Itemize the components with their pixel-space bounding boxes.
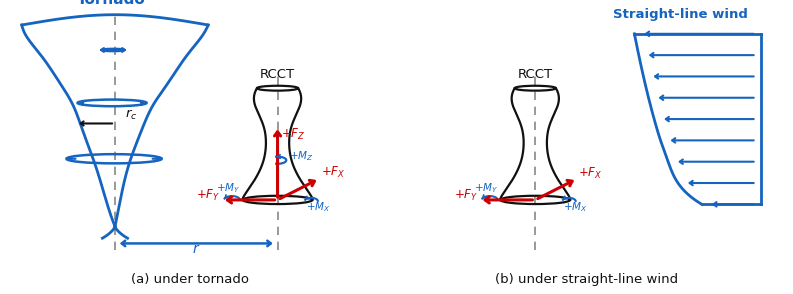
Text: $r_c$: $r_c$ [125, 108, 137, 122]
Text: $+M_X$: $+M_X$ [306, 200, 331, 214]
Text: $+M_Y$: $+M_Y$ [216, 182, 240, 196]
Text: RCCT: RCCT [260, 68, 295, 81]
Text: $+M_Z$: $+M_Z$ [289, 149, 314, 163]
Text: $+F_X$: $+F_X$ [321, 166, 346, 181]
Text: RCCT: RCCT [518, 68, 553, 81]
Text: (b) under straight-line wind: (b) under straight-line wind [496, 273, 678, 286]
Text: $+F_X$: $+F_X$ [578, 166, 603, 181]
Text: $+F_Y$: $+F_Y$ [197, 188, 220, 203]
Text: Straight-line wind: Straight-line wind [612, 8, 747, 21]
Text: $+M_Y$: $+M_Y$ [474, 182, 498, 196]
Text: $+F_Y$: $+F_Y$ [454, 188, 478, 203]
Text: $r$: $r$ [192, 242, 201, 256]
Text: Tornado: Tornado [77, 0, 145, 7]
Text: $+F_Z$: $+F_Z$ [281, 127, 305, 142]
Text: $+M_X$: $+M_X$ [563, 200, 588, 214]
Text: (a) under tornado: (a) under tornado [132, 273, 249, 286]
